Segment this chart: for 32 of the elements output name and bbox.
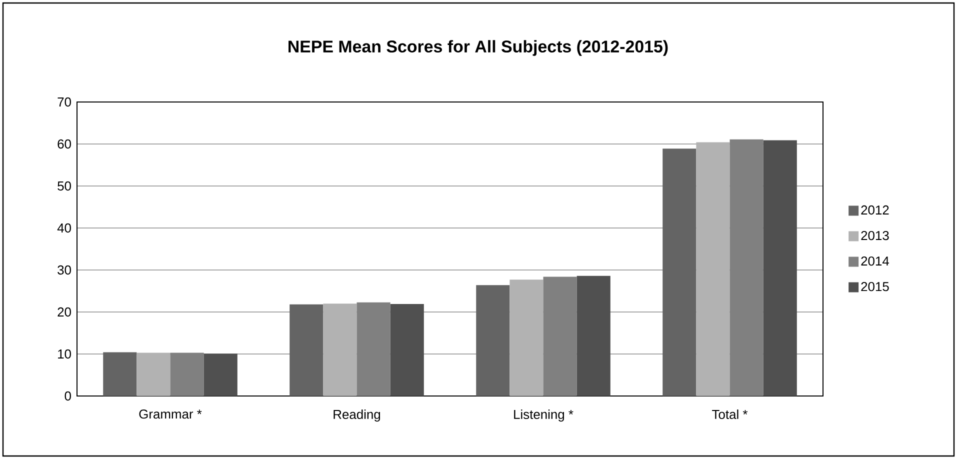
bar bbox=[204, 354, 238, 396]
bar bbox=[390, 304, 424, 396]
bar bbox=[136, 352, 170, 396]
x-tick-label: Grammar * bbox=[139, 410, 202, 419]
bar bbox=[662, 148, 696, 396]
legend-label: 2012 bbox=[861, 205, 889, 215]
bar bbox=[730, 139, 764, 396]
y-tick-label: 10 bbox=[58, 349, 71, 359]
x-tick-label: Reading bbox=[334, 410, 380, 422]
bar bbox=[476, 285, 510, 396]
chart-title: NEPE Mean Scores for All Subjects (2012-2015) bbox=[288, 40, 668, 56]
bar bbox=[356, 302, 390, 396]
y-tick-label: 0 bbox=[64, 391, 71, 401]
y-tick-label: 50 bbox=[58, 181, 71, 191]
y-tick-label: 20 bbox=[58, 307, 71, 317]
bar bbox=[543, 276, 577, 396]
x-tick-label: Total * bbox=[712, 410, 748, 420]
x-tick-label: Listening * bbox=[514, 410, 574, 422]
y-tick-label: 30 bbox=[58, 265, 71, 275]
bar bbox=[323, 304, 357, 396]
y-tick-label: 40 bbox=[57, 223, 71, 233]
bar bbox=[763, 140, 797, 396]
bar bbox=[103, 352, 137, 396]
bar bbox=[290, 304, 324, 396]
legend-label: 2013 bbox=[861, 230, 889, 240]
y-tick-label: 70 bbox=[58, 97, 71, 107]
legend-label: 2014 bbox=[861, 256, 889, 266]
y-tick-label: 60 bbox=[58, 139, 71, 149]
bar bbox=[170, 352, 204, 396]
bar bbox=[510, 280, 544, 396]
bar bbox=[576, 276, 610, 396]
legend-label: 2015 bbox=[861, 282, 889, 292]
